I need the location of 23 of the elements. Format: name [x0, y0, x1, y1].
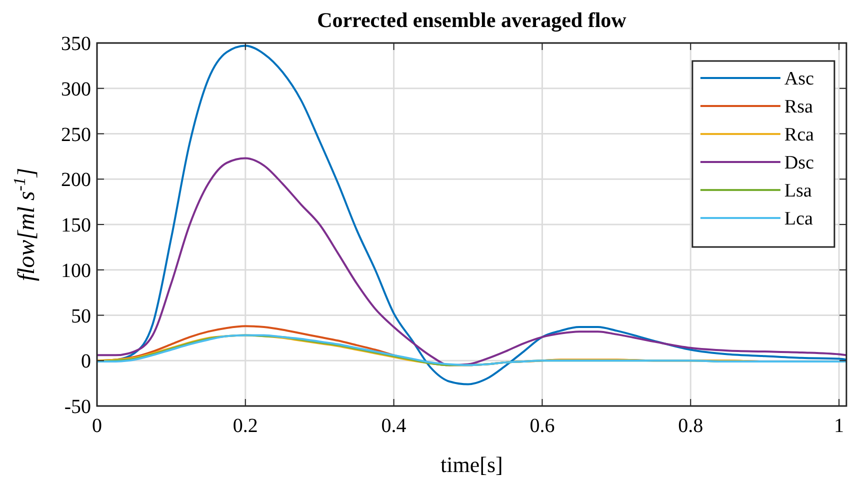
y-tick-label: 250	[61, 124, 91, 146]
y-tick-label: 0	[81, 350, 91, 373]
x-tick-label: 0.8	[678, 415, 704, 437]
y-tick-label: 50	[71, 305, 91, 328]
x-tick-label: 1	[834, 415, 844, 437]
y-tick-label: 300	[61, 78, 91, 100]
y-tick-label: 150	[61, 214, 91, 236]
legend-label: Dsc	[784, 152, 814, 174]
x-tick-label: 0.2	[232, 415, 258, 437]
chart-title: Corrected ensemble averaged flow	[317, 8, 628, 32]
x-tick-label: 0.4	[381, 415, 406, 437]
x-axis-title: time[s]	[440, 452, 503, 477]
legend-label: Rsa	[784, 96, 814, 118]
legend-label: Lca	[784, 208, 814, 230]
x-tick-label: 0.6	[530, 415, 555, 437]
y-tick-label: -50	[64, 396, 91, 418]
y-tick-label: 100	[61, 260, 91, 282]
y-tick-label: 350	[61, 33, 91, 55]
y-tick-label: 200	[61, 169, 91, 192]
legend-label: Rca	[784, 124, 815, 146]
legend-label: Lsa	[784, 180, 812, 202]
legend-label: Asc	[784, 68, 814, 90]
line-series	[97, 157, 846, 366]
